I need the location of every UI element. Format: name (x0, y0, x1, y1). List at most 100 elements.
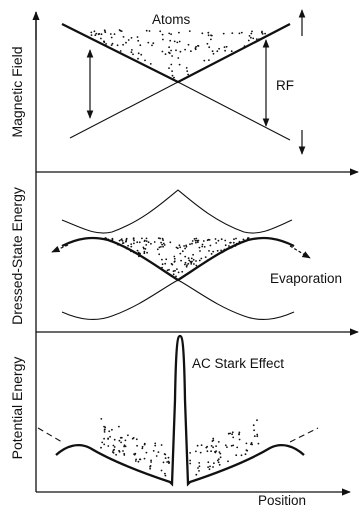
atom-dot (238, 32, 241, 35)
atom-dot (217, 441, 220, 443)
atom-dot (190, 50, 192, 53)
atom-dot (164, 262, 167, 265)
atom-dot (122, 242, 125, 244)
atom-dot (162, 245, 165, 248)
atom-dot (257, 442, 260, 445)
atom-dot (185, 245, 188, 248)
atom-dot (149, 467, 152, 470)
atom-dot (231, 245, 234, 248)
atom-dot (105, 43, 107, 45)
atom-dot (144, 239, 146, 242)
atom-dot (137, 460, 140, 463)
atom-dot (125, 237, 128, 240)
atom-dot (161, 33, 164, 36)
atom-dot (207, 34, 210, 37)
atom-dot (162, 239, 165, 242)
atom-dot (181, 250, 184, 253)
atom-dot (136, 444, 139, 447)
atom-dot (125, 41, 127, 44)
atom-dot (153, 241, 156, 243)
atom-dot (145, 451, 148, 454)
atom-dot (235, 237, 237, 240)
atom-dot (245, 442, 248, 445)
atom-dot (100, 33, 103, 36)
atom-dot (138, 241, 141, 244)
atom-dot (121, 240, 124, 242)
atom-dot (229, 241, 232, 244)
evaporation-label: Evaporation (270, 271, 342, 286)
dashed-extension-left (37, 427, 63, 443)
atom-dot (238, 240, 241, 243)
atom-dot (215, 445, 218, 447)
atom-dot (161, 258, 163, 261)
atom-dot (163, 244, 166, 246)
atom-dot (245, 449, 248, 451)
atom-dot (149, 63, 152, 65)
evaporation-arrow-right (289, 245, 311, 259)
atom-dot (212, 446, 215, 449)
atom-dot (198, 465, 201, 468)
atom-dot (214, 451, 217, 454)
atom-dot (208, 468, 211, 471)
atom-dot (148, 30, 151, 32)
atom-dot (122, 43, 124, 46)
atom-dot (238, 431, 241, 434)
atom-dot (152, 42, 155, 45)
atom-dot (103, 40, 105, 43)
atom-dot (187, 43, 190, 46)
atom-dot (212, 52, 215, 55)
atom-dot (227, 460, 229, 463)
atom-dot (231, 32, 234, 34)
atom-dot (132, 238, 135, 240)
atom-dot (210, 445, 213, 447)
atom-dot (158, 253, 161, 256)
atom-dot (210, 38, 212, 41)
atom-dot (218, 47, 221, 50)
atom-dot (110, 44, 113, 46)
atom-dot (196, 239, 199, 242)
atom-dot (187, 257, 190, 260)
atom-dot (141, 447, 144, 450)
atom-dot (135, 458, 138, 461)
atom-dot (159, 30, 162, 33)
atom-dot (183, 245, 186, 247)
atom-dot (264, 32, 266, 35)
atom-dot (103, 437, 105, 440)
atom-dot (111, 428, 113, 431)
ylabel-potential-energy: Potential Energy (9, 357, 25, 460)
atom-dot (173, 260, 176, 263)
atom-dot (160, 469, 163, 472)
atom-dot (200, 257, 203, 260)
atom-cloud-panel1 (90, 29, 266, 79)
atom-dot (152, 450, 155, 452)
atom-dot (124, 445, 127, 448)
atom-dot (184, 263, 186, 266)
atom-dot (246, 238, 249, 240)
atom-dot (189, 452, 192, 454)
atom-dot (248, 35, 251, 37)
atom-dot (234, 245, 237, 247)
atom-dot (207, 461, 210, 464)
atom-dot (150, 242, 152, 245)
atom-dot (123, 445, 125, 448)
atom-dot (143, 250, 146, 253)
atom-dot (195, 450, 197, 453)
atom-dot (224, 49, 227, 52)
atom-dot (218, 451, 221, 453)
atom-dot (179, 50, 182, 53)
atom-dot (90, 34, 93, 36)
atom-dot (149, 465, 152, 467)
atom-dot (132, 53, 134, 56)
atom-dot (184, 48, 187, 51)
atom-dot (145, 240, 148, 243)
atom-dot (232, 241, 235, 244)
atom-dot (186, 70, 189, 72)
atom-dot (138, 458, 141, 461)
atom-dot (161, 243, 164, 246)
atom-dot (195, 237, 198, 240)
atom-dot (217, 458, 220, 460)
atom-dot (196, 444, 199, 447)
atom-dot (107, 445, 110, 447)
atom-dot (229, 432, 232, 435)
atom-dot (140, 53, 143, 56)
